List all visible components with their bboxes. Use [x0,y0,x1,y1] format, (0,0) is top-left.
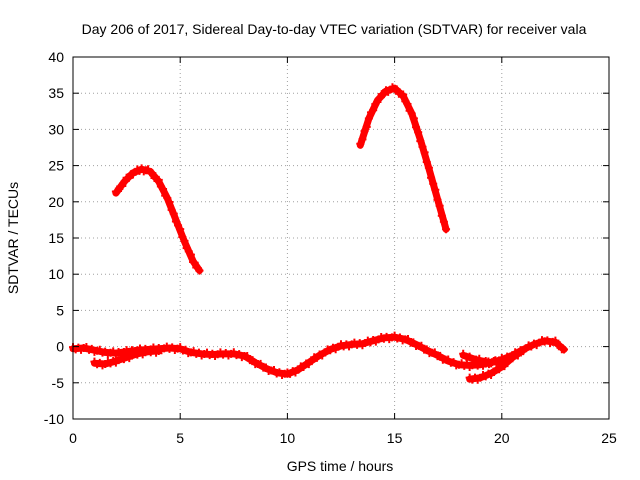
data-point [416,137,425,146]
y-tick-label: -5 [52,375,65,391]
data-point [243,352,252,361]
data-point [442,225,451,234]
data-point [248,356,257,365]
y-axis-label: SDTVAR / TECUs [5,182,21,294]
grid [73,57,609,419]
y-tick-label: 40 [48,49,64,65]
data-point [519,346,528,355]
series-arc-2 [356,83,451,234]
data-point [114,187,123,196]
series-layer [69,83,568,384]
data-point [422,158,431,167]
data-point [186,250,195,259]
data-point [148,169,157,178]
data-point [429,179,438,188]
x-tick-label: 5 [176,430,184,446]
y-tick-label: 5 [56,302,64,318]
x-tick-label: 15 [387,430,403,446]
y-tick-label: 10 [48,266,64,282]
tick-labels: 0 5 10 15 20 25 -10 -5 0 5 10 15 20 25 30 35 40 [44,49,617,446]
data-point [154,175,163,184]
data-point [407,109,416,118]
x-tick-label: 10 [280,430,296,446]
data-point [435,201,444,210]
data-point [437,211,446,220]
series-arc-1 [111,164,204,275]
data-point [180,236,189,245]
data-point [358,135,367,144]
data-point [169,209,178,218]
data-point [508,353,517,362]
x-tick-label: 0 [69,430,77,446]
data-point [559,345,568,354]
series-baseline-4 [459,349,517,369]
data-point [176,225,185,234]
x-axis-label: GPS time / hours [287,458,394,474]
data-point [118,182,127,191]
data-point [427,173,436,182]
data-point [551,336,560,345]
data-point [414,128,423,137]
chart-title: Day 206 of 2017, Sidereal Day-to-day VTE… [82,21,587,37]
y-tick-label: -10 [44,411,64,427]
y-tick-label: 0 [56,339,64,355]
data-point [356,139,365,148]
y-tick-label: 15 [48,230,64,246]
data-point [364,114,373,123]
data-point [159,185,168,194]
data-point [431,185,440,194]
y-tick-label: 20 [48,194,64,210]
data-point [195,266,204,275]
data-point [369,106,378,115]
data-point [433,195,442,204]
data-point [360,127,369,136]
data-point [399,90,408,99]
data-point [439,217,448,226]
data-point [154,346,163,355]
y-tick-label: 25 [48,158,64,174]
data-point [420,148,429,157]
x-tick-label: 25 [601,430,617,446]
data-point [424,163,433,172]
data-point [403,99,412,108]
y-tick-label: 30 [48,121,64,137]
y-tick-label: 35 [48,85,64,101]
data-point [392,85,401,94]
ticks [72,56,610,420]
series-baseline-2 [90,346,163,370]
x-tick-label: 20 [494,430,510,446]
data-point [409,114,418,123]
data-point [555,341,564,350]
data-point [190,258,199,267]
data-point [165,198,174,207]
data-point [418,142,427,151]
data-point [362,122,371,131]
data-point [412,123,421,132]
